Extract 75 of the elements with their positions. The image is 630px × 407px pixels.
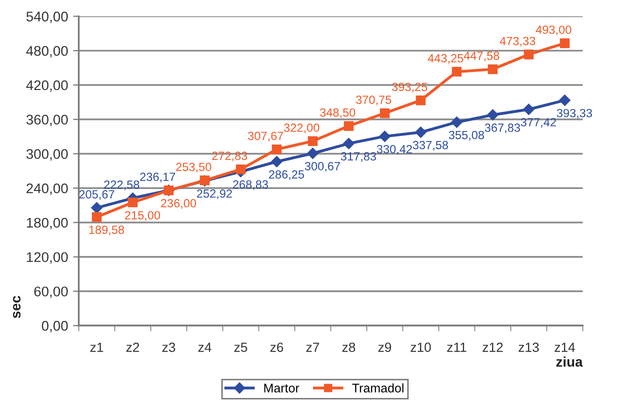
data-label: 370,75 <box>356 96 392 106</box>
point <box>415 126 426 138</box>
data-label: 317,83 <box>340 152 376 162</box>
y-tick-label: 360,00 <box>26 114 68 126</box>
data-label: 300,67 <box>304 162 340 172</box>
data-label: 447,58 <box>464 52 500 62</box>
x-tick-label: z6 <box>270 342 284 352</box>
point <box>91 202 102 214</box>
data-label: 337,58 <box>412 140 448 151</box>
x-tick-label: z12 <box>482 342 503 352</box>
data-label: 443,25 <box>428 54 464 64</box>
data-label: 307,67 <box>248 132 284 142</box>
data-label: 377,42 <box>520 118 556 128</box>
x-tick-label: z4 <box>198 342 212 352</box>
y-tick-label: 480,00 <box>26 46 68 58</box>
point <box>487 109 498 121</box>
x-tick-label: z1 <box>90 342 104 352</box>
data-label: 236,17 <box>140 172 176 182</box>
y-tick-label: 60,00 <box>34 286 68 298</box>
data-label: 236,00 <box>161 199 196 209</box>
y-axis-title: sec <box>12 296 21 318</box>
y-tick-label: 120,00 <box>26 252 68 264</box>
point <box>452 66 462 77</box>
x-tick-label: z3 <box>162 342 176 352</box>
point <box>488 64 498 74</box>
point <box>523 104 534 116</box>
point <box>524 50 534 60</box>
y-tick-label: 300,00 <box>26 149 68 161</box>
data-label: 272,83 <box>212 152 248 162</box>
data-label: 286,25 <box>269 170 304 180</box>
x-tick-label: z14 <box>554 342 575 352</box>
point <box>559 94 570 106</box>
point <box>272 144 282 154</box>
data-label: 473,33 <box>500 36 536 47</box>
legend-label: Martor <box>264 384 300 392</box>
data-label: 330,42 <box>376 144 412 155</box>
point <box>560 38 570 48</box>
data-label: 355,08 <box>448 130 484 141</box>
point <box>344 121 354 131</box>
data-label: 252,92 <box>197 189 232 200</box>
y-tick-label: 240,00 <box>26 183 68 195</box>
point <box>451 116 462 128</box>
data-label: 393,33 <box>556 108 592 119</box>
x-axis-title: ziua <box>556 356 583 367</box>
data-label: 367,83 <box>484 124 520 134</box>
point <box>128 198 138 208</box>
x-tick-label: z11 <box>447 342 466 352</box>
data-label: 322,00 <box>284 124 320 134</box>
y-tick-label: 540,00 <box>26 12 68 24</box>
data-label: 493,00 <box>536 26 572 36</box>
point <box>308 136 318 146</box>
data-label: 393,25 <box>392 82 428 92</box>
legend-label: Tramadol <box>352 383 404 392</box>
point <box>343 138 354 150</box>
x-tick-label: z13 <box>518 342 539 352</box>
y-tick-label: 180,00 <box>26 218 68 230</box>
data-label: 348,50 <box>320 108 356 118</box>
point <box>307 148 318 159</box>
x-tick-label: z9 <box>378 342 392 352</box>
x-tick-label: z7 <box>306 342 320 352</box>
y-tick-label: 420,00 <box>26 80 68 92</box>
data-label: 253,50 <box>176 162 212 173</box>
point <box>416 95 426 106</box>
x-tick-label: z10 <box>410 342 431 352</box>
point <box>380 108 390 118</box>
point <box>271 156 282 168</box>
data-label: 215,00 <box>125 211 160 221</box>
data-label: 189,58 <box>89 226 124 236</box>
point <box>236 164 246 174</box>
y-tick-label: 0,00 <box>42 320 68 332</box>
x-tick-label: z5 <box>234 342 248 352</box>
point <box>379 130 390 142</box>
point <box>92 212 102 222</box>
x-tick-label: z2 <box>126 342 140 352</box>
x-tick-label: z8 <box>342 342 356 352</box>
